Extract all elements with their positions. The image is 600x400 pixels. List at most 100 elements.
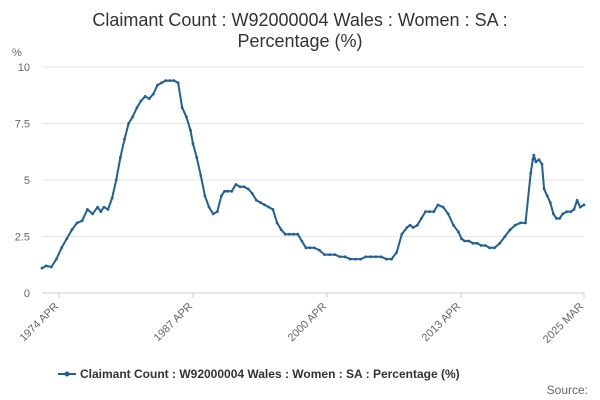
data-point[interactable] — [96, 205, 100, 209]
data-point[interactable] — [288, 232, 291, 236]
data-point[interactable] — [300, 239, 304, 243]
data-point[interactable] — [255, 198, 258, 202]
data-point[interactable] — [524, 221, 527, 225]
data-point[interactable] — [143, 95, 147, 98]
data-point[interactable] — [156, 83, 159, 87]
data-point[interactable] — [555, 217, 558, 220]
data-point[interactable] — [40, 266, 44, 270]
data-point[interactable] — [400, 232, 404, 236]
data-point[interactable] — [529, 171, 533, 175]
data-point[interactable] — [432, 210, 436, 214]
data-point[interactable] — [147, 97, 151, 100]
data-point[interactable] — [70, 228, 74, 232]
data-point[interactable] — [415, 223, 419, 227]
data-point[interactable] — [436, 203, 440, 207]
data-point[interactable] — [135, 106, 139, 110]
data-point[interactable] — [348, 257, 352, 261]
data-point[interactable] — [75, 221, 79, 225]
data-point[interactable] — [575, 198, 579, 202]
data-point[interactable] — [176, 81, 180, 85]
data-point[interactable] — [127, 122, 130, 125]
legend[interactable]: Claimant Count : W92000004 Wales : Women… — [58, 367, 460, 381]
data-point[interactable] — [312, 246, 316, 250]
data-point[interactable] — [164, 79, 168, 82]
data-point[interactable] — [230, 189, 234, 193]
data-point[interactable] — [106, 208, 110, 211]
data-point[interactable] — [131, 115, 135, 119]
data-point[interactable] — [457, 230, 460, 234]
data-point[interactable] — [168, 79, 172, 82]
data-point[interactable] — [102, 205, 106, 209]
data-point[interactable] — [44, 264, 48, 268]
data-point[interactable] — [226, 189, 230, 193]
data-point[interactable] — [369, 255, 373, 259]
data-point[interactable] — [279, 228, 283, 232]
data-point[interactable] — [405, 226, 409, 229]
data-point[interactable] — [123, 137, 126, 141]
data-point[interactable] — [519, 221, 522, 225]
data-point[interactable] — [238, 185, 242, 189]
data-point[interactable] — [558, 217, 561, 220]
data-point[interactable] — [191, 142, 195, 146]
data-point[interactable] — [259, 201, 262, 205]
data-point[interactable] — [220, 194, 223, 198]
data-point[interactable] — [160, 81, 164, 85]
data-point[interactable] — [215, 210, 219, 214]
data-point[interactable] — [139, 99, 143, 103]
data-point[interactable] — [534, 160, 538, 164]
data-point[interactable] — [267, 205, 271, 209]
data-point[interactable] — [184, 115, 188, 119]
data-point[interactable] — [561, 212, 565, 216]
data-point[interactable] — [565, 210, 569, 214]
data-point[interactable] — [548, 201, 552, 205]
data-point[interactable] — [493, 246, 496, 250]
data-point[interactable] — [271, 208, 275, 211]
data-point[interactable] — [333, 253, 337, 256]
data-point[interactable] — [374, 255, 378, 259]
data-point[interactable] — [275, 221, 279, 225]
data-point[interactable] — [578, 205, 582, 209]
data-point[interactable] — [49, 265, 53, 269]
data-point[interactable] — [86, 208, 89, 211]
data-point[interactable] — [80, 219, 84, 223]
data-point[interactable] — [283, 232, 287, 236]
data-point[interactable] — [343, 255, 347, 259]
data-point[interactable] — [207, 205, 211, 209]
data-point[interactable] — [537, 158, 541, 162]
data-point[interactable] — [223, 189, 226, 193]
data-point[interactable] — [304, 246, 308, 250]
data-point[interactable] — [572, 208, 576, 211]
data-point[interactable] — [323, 253, 326, 256]
data-point[interactable] — [408, 223, 412, 227]
data-point[interactable] — [99, 210, 103, 214]
data-point[interactable] — [452, 223, 455, 227]
data-point[interactable] — [234, 183, 238, 186]
data-point[interactable] — [479, 244, 483, 247]
data-point[interactable] — [424, 210, 427, 214]
data-point[interactable] — [582, 203, 586, 207]
data-point[interactable] — [471, 241, 475, 245]
data-point[interactable] — [545, 194, 549, 198]
data-point[interactable] — [513, 223, 517, 227]
data-point[interactable] — [569, 210, 573, 214]
data-point[interactable] — [411, 226, 415, 229]
data-point[interactable] — [189, 128, 192, 132]
data-point[interactable] — [317, 248, 321, 252]
data-point[interactable] — [246, 187, 250, 191]
data-point[interactable] — [250, 192, 254, 196]
data-point[interactable] — [460, 237, 463, 241]
data-point[interactable] — [420, 217, 423, 220]
data-point[interactable] — [308, 246, 312, 250]
data-point[interactable] — [292, 232, 295, 236]
data-point[interactable] — [114, 178, 118, 182]
data-point[interactable] — [385, 257, 388, 261]
data-point[interactable] — [195, 156, 199, 159]
data-point[interactable] — [467, 239, 471, 243]
data-point[interactable] — [199, 174, 203, 177]
data-point[interactable] — [60, 246, 63, 250]
data-point[interactable] — [55, 257, 58, 261]
data-point[interactable] — [390, 257, 393, 261]
data-point[interactable] — [203, 194, 207, 198]
data-point[interactable] — [446, 212, 450, 216]
data-point[interactable] — [552, 212, 555, 216]
